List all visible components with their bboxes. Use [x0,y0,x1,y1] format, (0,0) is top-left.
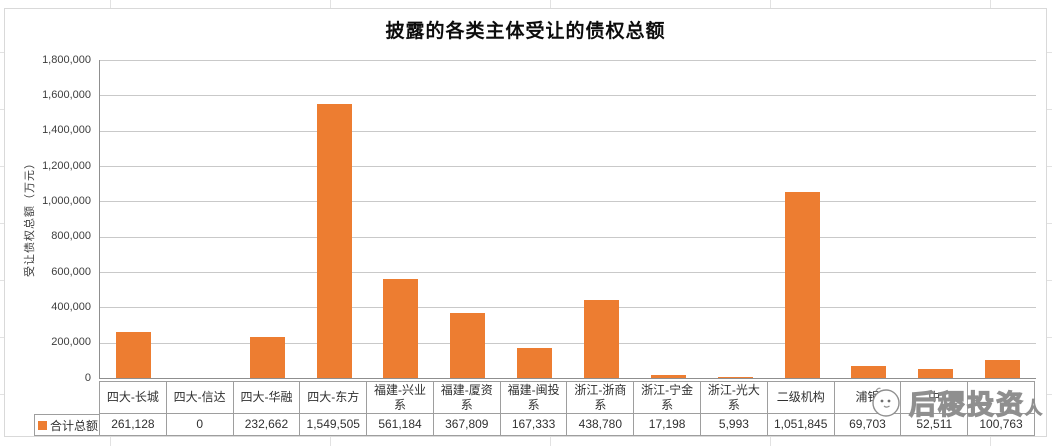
category-header-cell: 福建-厦资系 [432,382,500,413]
grid-line [100,166,1036,167]
grid-line [100,201,1036,202]
bar[interactable] [517,348,553,378]
chart-area[interactable]: 披露的各类主体受让的债权总额 受让债权总额（万元） 1,800,000 1,600… [4,8,1047,437]
grid-line [100,95,1036,96]
watermark: 后稷投资人 [863,379,1048,425]
bar[interactable] [717,377,753,378]
bar[interactable] [985,360,1021,378]
value-cell: 52,511 [900,414,967,435]
category-header-cell: 浙江-光大系 [700,382,767,413]
category-header-cell: 二级机构 [766,382,834,413]
value-cell: 69,703 [833,414,901,435]
bar[interactable] [583,300,619,378]
watermark-text: 后稷投资人 [908,389,1042,420]
value-cell: 367,809 [432,414,500,435]
value-cell: 0 [165,414,233,435]
category-header-cell: 四大-华融 [232,382,300,413]
bar[interactable] [918,369,954,378]
legend-cell[interactable]: 合计总额 [34,414,99,436]
data-table-value-row: 261,128 0 232,662 1,549,505 561,184 367,809 16… [99,414,1035,436]
grid-line [100,237,1036,238]
bar[interactable] [650,375,686,378]
bar[interactable] [115,332,151,378]
grid-line [100,60,1036,61]
legend-marker-swatch [38,420,47,430]
value-cell: 167,333 [499,414,567,435]
value-cell: 100,763 [967,414,1034,435]
bar[interactable] [316,104,352,378]
data-table-header-row: 四大-长城 四大-信达 四大-华融 四大-东方 福建-兴业系 福建-厦资系 福建-闽投系 浙江… [99,381,1035,414]
grid-line [100,272,1036,273]
value-cell: 261,128 [99,414,166,435]
y-tick-label: 600,000 [51,265,91,278]
category-header-cell: 福建-兴业系 [366,382,433,413]
y-tick-label: 1,200,000 [42,159,91,172]
y-tick-label: 800,000 [51,230,91,243]
value-cell: 1,051,845 [766,414,834,435]
y-tick-label: 0 [84,371,91,384]
mascot-face-icon [870,387,900,417]
bar[interactable] [450,313,486,378]
y-tick-label: 200,000 [51,336,91,349]
value-cell: 438,780 [566,414,633,435]
value-cell: 561,184 [366,414,433,435]
y-axis-title: 受让债权总额（万元） [24,157,36,277]
y-tick-label: 1,800,000 [42,53,91,66]
category-header-cell [967,382,1034,413]
y-tick-label: 400,000 [51,300,91,313]
y-tick-label: 1,600,000 [42,88,91,101]
value-cell: 232,662 [232,414,300,435]
category-header-cell: 中 [900,382,967,413]
category-header-cell: 福建-闽投系 [499,382,567,413]
bar[interactable] [784,192,820,378]
value-cell: 5,993 [700,414,767,435]
legend-label: 合计总额 [50,418,99,433]
bar[interactable] [249,337,285,378]
category-header-cell: 浙江-宁金系 [633,382,700,413]
grid-line [100,131,1036,132]
value-cell: 1,549,505 [299,414,366,435]
category-header-cell: 浙江-浙商系 [566,382,633,413]
bar[interactable] [383,279,419,378]
value-cell: 17,198 [633,414,700,435]
grid-line [100,307,1036,308]
chart-title: 披露的各类主体受让的债权总额 [385,21,666,42]
y-tick-label: 1,000,000 [42,194,91,207]
plot-area [99,60,1036,379]
bar[interactable] [851,366,887,378]
category-header-cell: 四大-信达 [165,382,233,413]
grid-line [100,343,1036,344]
y-tick-label: 1,400,000 [42,124,91,137]
category-header-cell: 四大-长城 [99,382,166,413]
category-header-cell: 四大-东方 [299,382,366,413]
